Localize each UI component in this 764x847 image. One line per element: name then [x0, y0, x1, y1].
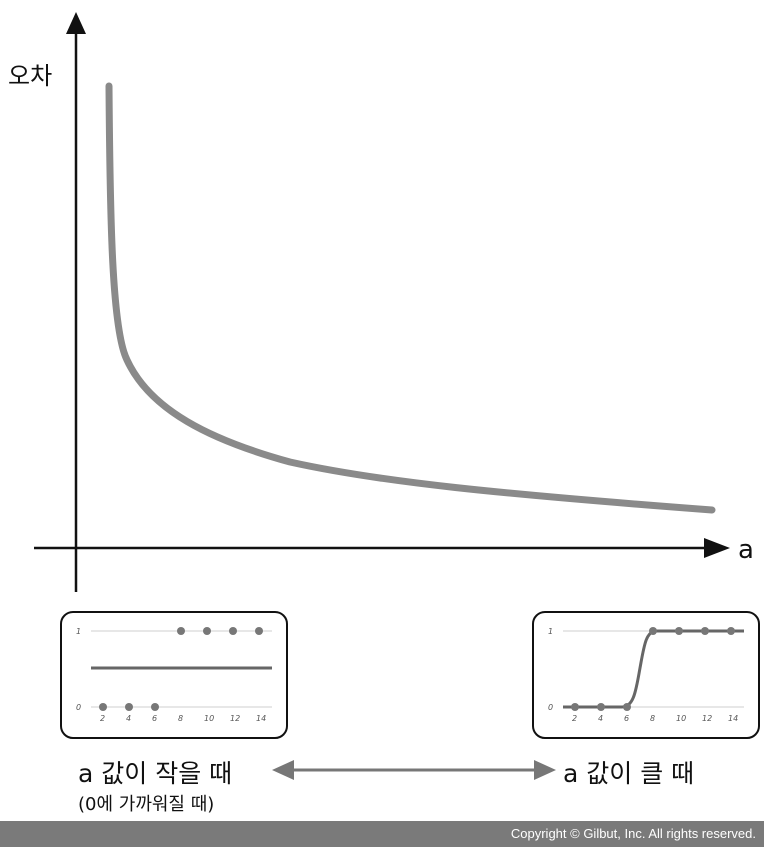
right-panel-points [571, 627, 735, 711]
left-panel-point-y1-x8 [177, 627, 185, 635]
left-panel-point-y1-x12 [229, 627, 237, 635]
left-panel-point-y0-x6 [151, 703, 159, 711]
y-axis-label: 오차 [8, 62, 52, 90]
left-mini-panel: 1 0 2 4 6 8 10 12 14 [60, 611, 288, 739]
caption-small-a: a 값이 작을 때 [78, 759, 232, 788]
comparison-arrow-right-head [534, 760, 556, 780]
right-panel-x-tick-8: 8 [650, 714, 655, 723]
y-axis-arrowhead [66, 12, 86, 34]
x-axis-arrowhead [704, 538, 730, 558]
right-panel-point-y1-x8 [649, 627, 657, 635]
right-panel-x-ticks: 2 4 6 8 10 12 14 [572, 714, 738, 723]
left-panel-x-tick-6: 6 [152, 714, 157, 723]
caption-small-a-note: (0에 가까워질 때) [78, 794, 214, 815]
right-panel-point-y0-x2 [571, 703, 579, 711]
left-panel-point-y0-x2 [99, 703, 107, 711]
left-panel-x-tick-14: 14 [256, 714, 266, 723]
right-panel-x-tick-14: 14 [728, 714, 738, 723]
right-panel-x-tick-12: 12 [702, 714, 712, 723]
right-panel-y-tick-0: 0 [548, 703, 553, 712]
comparison-arrow-left-head [272, 760, 294, 780]
left-panel-x-tick-2: 2 [100, 714, 105, 723]
left-panel-x-tick-12: 12 [230, 714, 240, 723]
right-panel-point-y1-x12 [701, 627, 709, 635]
x-axis-label: a [738, 535, 754, 565]
left-panel-x-ticks: 2 4 6 8 10 12 14 [100, 714, 266, 723]
copyright-bar: Copyright © Gilbut, Inc. All rights rese… [0, 821, 764, 847]
left-panel-point-y1-x14 [255, 627, 263, 635]
left-panel-x-tick-10: 10 [204, 714, 214, 723]
right-mini-panel: 1 0 2 4 6 8 10 12 14 [532, 611, 760, 739]
right-panel-point-y1-x10 [675, 627, 683, 635]
right-panel-y-tick-1: 1 [548, 627, 553, 636]
left-panel-point-y1-x10 [203, 627, 211, 635]
right-panel-point-y0-x4 [597, 703, 605, 711]
right-panel-point-y0-x6 [623, 703, 631, 711]
caption-large-a: a 값이 클 때 [563, 759, 694, 788]
right-panel-x-tick-2: 2 [572, 714, 577, 723]
right-panel-point-y1-x14 [727, 627, 735, 635]
left-panel-y-tick-1: 1 [76, 627, 81, 636]
copyright-text: Copyright © Gilbut, Inc. All rights rese… [510, 826, 756, 841]
error-curve [105, 82, 716, 514]
left-panel-point-y0-x4 [125, 703, 133, 711]
left-panel-x-tick-4: 4 [126, 714, 131, 723]
left-panel-points [99, 627, 263, 711]
left-panel-y-tick-0: 0 [76, 703, 81, 712]
right-panel-x-tick-4: 4 [598, 714, 603, 723]
right-panel-x-tick-10: 10 [676, 714, 686, 723]
left-panel-x-tick-8: 8 [178, 714, 183, 723]
right-panel-x-tick-6: 6 [624, 714, 629, 723]
